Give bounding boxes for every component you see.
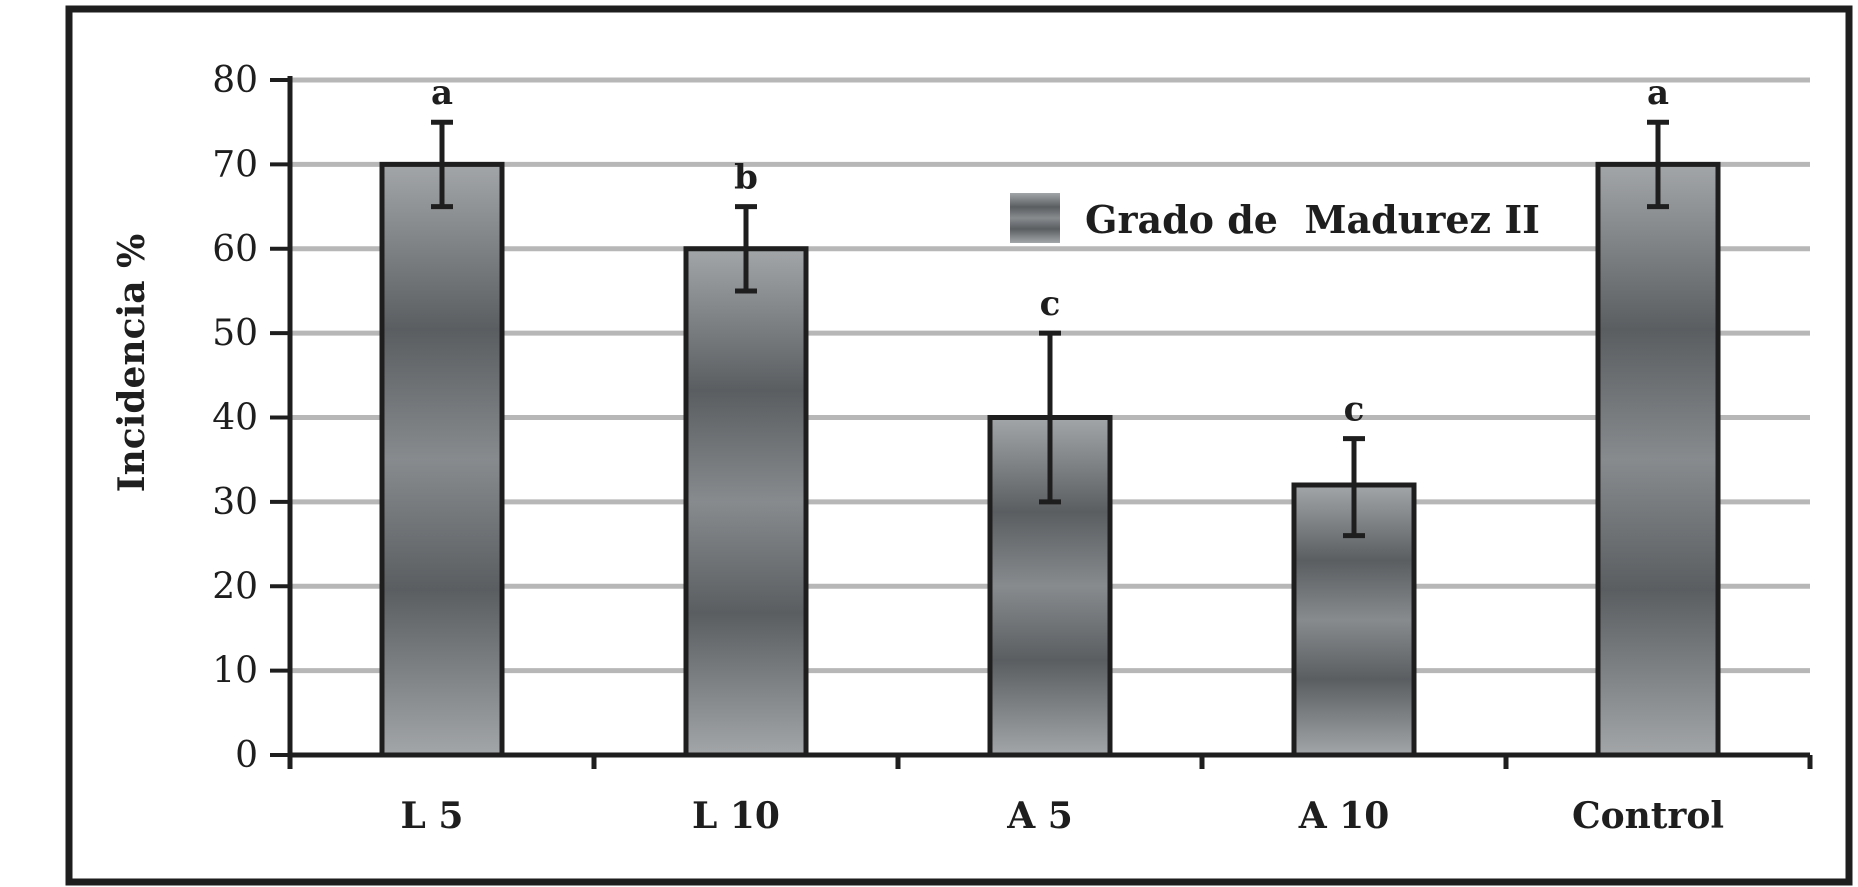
y-tick-label: 40 xyxy=(212,398,258,439)
y-tick-label: 20 xyxy=(212,566,258,607)
x-tick-label: A 10 xyxy=(1298,795,1390,837)
bar xyxy=(379,161,505,758)
y-tick-label: 50 xyxy=(212,313,258,354)
bar xyxy=(683,246,809,758)
x-tick-label: A 5 xyxy=(1006,795,1073,837)
y-tick-label: 10 xyxy=(212,651,258,692)
significance-label: c xyxy=(1344,390,1365,430)
significance-labels: a b c c a xyxy=(431,73,1669,429)
x-axis-ticks: L 5 L 10 A 5 A 10 Control xyxy=(287,755,1813,837)
chart-frame xyxy=(65,5,1853,886)
significance-label: a xyxy=(1647,73,1669,113)
y-axis-ticks: 0 10 20 30 40 50 60 70 80 xyxy=(212,60,290,776)
legend-label: Grado de Madurez II xyxy=(1085,197,1540,242)
x-tick-label: Control xyxy=(1572,795,1724,837)
axes xyxy=(287,76,1810,758)
y-tick-label: 0 xyxy=(235,735,258,776)
significance-label: b xyxy=(734,158,758,198)
x-tick-label: L 10 xyxy=(692,795,780,837)
significance-label: a xyxy=(431,73,453,113)
y-tick-label: 70 xyxy=(212,144,258,185)
y-tick-label: 30 xyxy=(212,482,258,523)
error-bars xyxy=(431,119,1669,539)
legend: Grado de Madurez II xyxy=(1010,193,1540,243)
legend-swatch xyxy=(1010,193,1060,243)
bar xyxy=(1595,161,1721,758)
y-axis-label: Incidencia % xyxy=(111,234,153,493)
x-tick-label: L 5 xyxy=(401,795,464,837)
y-tick-label: 60 xyxy=(212,229,258,270)
y-tick-label: 80 xyxy=(212,60,258,101)
significance-label: c xyxy=(1040,284,1061,324)
